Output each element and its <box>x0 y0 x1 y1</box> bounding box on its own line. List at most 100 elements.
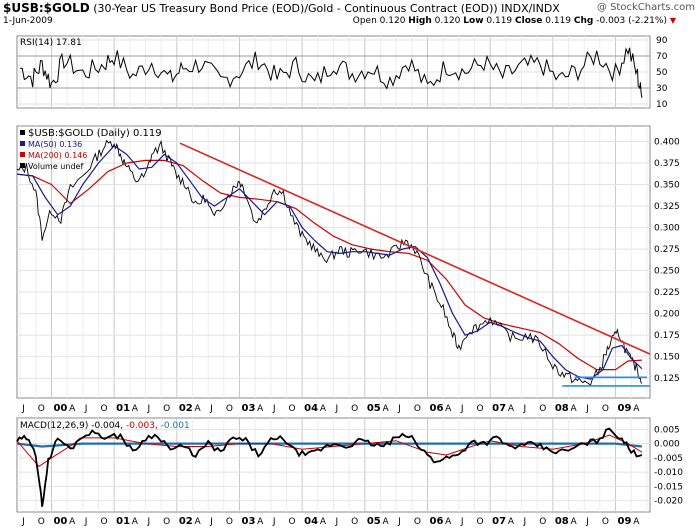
price-x-tick-label: J <box>272 404 276 414</box>
low-value: 0.119 <box>486 16 513 26</box>
macd-y-tick-label: -0.005 <box>654 454 683 464</box>
macd-x-tick-label: A <box>132 517 139 527</box>
price-y-tick-label: 0.250 <box>654 267 680 277</box>
price-x-tick-label: O <box>288 404 295 414</box>
price-x-tick-label: 09 <box>618 403 632 414</box>
price-x-tick-label: O <box>602 404 609 414</box>
price-x-tick-label: A <box>445 404 452 414</box>
macd-line <box>16 427 643 507</box>
macd-x-tick-label: 05 <box>367 516 381 527</box>
price-legend-swatch <box>20 152 25 157</box>
price-x-tick-label: J <box>209 404 213 414</box>
price-legend-swatch <box>20 141 25 146</box>
price-legend-swatch <box>20 130 25 135</box>
high-label: High <box>408 16 432 26</box>
price-x-tick-label: J <box>335 404 339 414</box>
macd-legend-part: MACD(12,26,9) <box>20 421 91 431</box>
close-value: 0.119 <box>545 16 572 26</box>
macd-x-tick-label: 04 <box>304 516 318 527</box>
chg-value: -0.003 (-2.21%) <box>596 16 667 26</box>
symbol: $USB:$GOLD <box>3 1 90 15</box>
price-x-tick-label: O <box>100 404 107 414</box>
price-y-tick-label: 0.125 <box>654 374 680 384</box>
macd-x-tick-label: A <box>445 517 452 527</box>
price-x-tick-label: A <box>69 404 76 414</box>
open-label: Open <box>352 16 377 26</box>
rsi-y-tick-label: 30 <box>656 84 668 94</box>
price-legend-entry: MA(200) 0.146 <box>28 151 87 160</box>
price-x-tick-label: J <box>146 404 150 414</box>
macd-x-tick-label: J <box>84 517 88 527</box>
macd-x-tick-label: 03 <box>241 516 255 527</box>
price-x-tick-label: J <box>21 404 25 414</box>
macd-x-tick-label: A <box>633 517 640 527</box>
price-y-tick-label: 0.400 <box>654 137 680 147</box>
chart-date: 1-Jun-2009 <box>3 16 53 26</box>
price-x-tick-label: J <box>460 404 464 414</box>
price-legend-entry: Volume undef <box>28 162 83 171</box>
macd-x-tick-label: A <box>69 517 76 527</box>
price-x-tick-label: A <box>257 404 264 414</box>
macd-y-tick-label: 0.000 <box>654 440 680 450</box>
macd-legend: MACD(12,26,9) -0.004, -0.003, -0.001 <box>20 421 190 431</box>
macd-x-tick-label: O <box>288 517 295 527</box>
macd-x-tick-label: J <box>335 517 339 527</box>
macd-x-tick-label: J <box>460 517 464 527</box>
rsi-y-tick-label: 90 <box>656 36 668 46</box>
price-x-tick-label: J <box>397 404 401 414</box>
macd-x-tick-label: 09 <box>618 516 632 527</box>
ma50-line <box>16 145 643 380</box>
chg-label: Chg <box>573 16 594 26</box>
macd-x-tick-label: O <box>351 517 358 527</box>
price-x-tick-label: O <box>477 404 484 414</box>
macd-signal-line <box>16 434 643 467</box>
price-x-tick-label: A <box>132 404 139 414</box>
price-line <box>16 139 643 387</box>
price-x-tick-label: J <box>585 404 589 414</box>
price-x-tick-label: O <box>539 404 546 414</box>
macd-x-tick-label: O <box>100 517 107 527</box>
macd-x-tick-label: A <box>320 517 327 527</box>
rsi-y-tick-label: 70 <box>656 52 668 62</box>
macd-x-tick-label: O <box>38 517 45 527</box>
macd-legend-part: -0.003, <box>126 421 161 431</box>
price-x-tick-label: O <box>163 404 170 414</box>
macd-x-tick-label: O <box>414 517 421 527</box>
price-x-tick-label: J <box>84 404 88 414</box>
price-y-tick-label: 0.375 <box>654 159 680 169</box>
rsi-y-tick-label: 10 <box>656 100 668 110</box>
price-x-tick-label: A <box>633 404 640 414</box>
high-value: 0.120 <box>434 16 461 26</box>
macd-y-tick-label: 0.005 <box>654 425 680 435</box>
macd-x-tick-label: O <box>226 517 233 527</box>
macd-x-tick-label: A <box>508 517 515 527</box>
price-y-tick-label: 0.225 <box>654 288 680 298</box>
macd-x-tick-label: J <box>523 517 527 527</box>
price-x-tick-label: A <box>383 404 390 414</box>
price-x-tick-label: 04 <box>304 403 318 414</box>
price-x-tick-label: O <box>38 404 45 414</box>
quote-summary: Open 0.120 High 0.120 Low 0.119 Close 0.… <box>353 16 676 26</box>
resistance-trendline <box>179 142 651 355</box>
price-legend-entry: $USB:$GOLD (Daily) 0.119 <box>28 128 162 139</box>
macd-x-tick-label: O <box>539 517 546 527</box>
rsi-line <box>20 47 643 98</box>
macd-x-tick-label: J <box>397 517 401 527</box>
stockcharts-logo: @ StockCharts.com <box>596 2 695 13</box>
price-x-tick-label: 07 <box>492 403 506 414</box>
price-legend-entry: MA(50) 0.136 <box>28 140 82 149</box>
price-y-tick-label: 0.150 <box>654 353 680 363</box>
macd-x-tick-label: A <box>257 517 264 527</box>
price-x-tick-label: O <box>351 404 358 414</box>
price-x-tick-label: A <box>194 404 201 414</box>
low-label: Low <box>463 16 484 26</box>
macd-x-tick-label: O <box>477 517 484 527</box>
macd-x-tick-label: J <box>146 517 150 527</box>
price-y-tick-label: 0.325 <box>654 202 680 212</box>
close-label: Close <box>515 16 543 26</box>
price-x-tick-label: 01 <box>116 403 130 414</box>
price-x-tick-label: 00 <box>53 403 67 414</box>
macd-x-tick-label: 06 <box>430 516 444 527</box>
macd-x-tick-label: 08 <box>555 516 569 527</box>
